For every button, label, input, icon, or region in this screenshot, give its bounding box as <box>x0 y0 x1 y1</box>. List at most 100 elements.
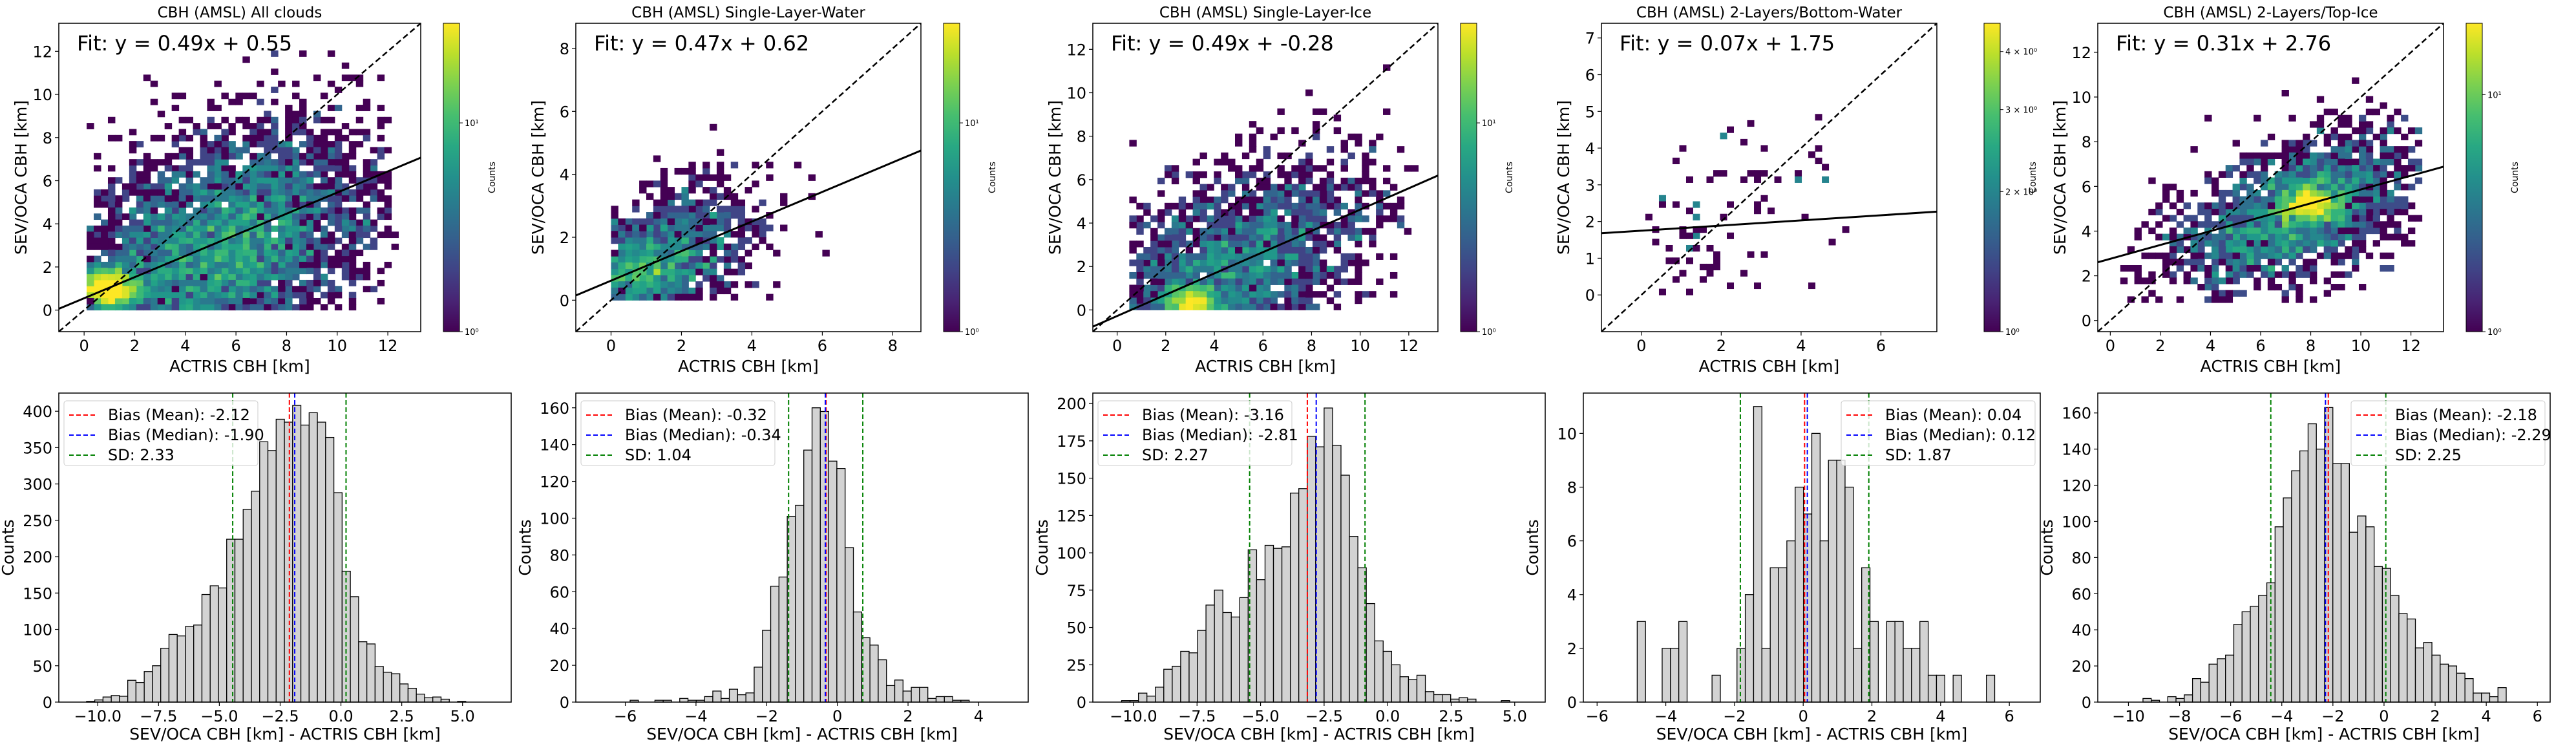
heatmap-cell <box>2176 246 2184 253</box>
heatmap-cell <box>2254 284 2261 291</box>
heatmap-cell <box>334 134 343 142</box>
histogram-bar <box>1778 567 1788 703</box>
heatmap-cell <box>129 165 137 172</box>
heatmap-cell <box>1679 232 1687 239</box>
heatmap-cell <box>313 165 321 172</box>
histogram-bar <box>1769 567 1779 703</box>
heatmap-cell <box>1150 240 1158 248</box>
histogram-bar <box>119 696 129 703</box>
heatmap-cell <box>2309 202 2317 209</box>
heatmap-cell <box>143 273 151 281</box>
heatmap-cell <box>101 250 109 257</box>
heatmap-cell <box>94 268 101 275</box>
heatmap-cell <box>242 207 250 214</box>
heatmap-cell <box>2330 246 2338 253</box>
heatmap-cell <box>2239 208 2247 216</box>
heatmap-cell <box>667 275 675 282</box>
heatmap-cell <box>221 153 229 160</box>
heatmap-cell <box>660 287 668 295</box>
heatmap-cell <box>1214 303 1221 310</box>
heatmap-cell <box>639 256 647 263</box>
heatmap-cell <box>221 261 229 268</box>
heatmap-cell <box>313 116 321 123</box>
heatmap-cell <box>1355 190 1362 197</box>
heatmap-cell <box>2176 189 2184 197</box>
heatmap-cell <box>653 212 661 219</box>
heatmap-cell <box>710 187 717 194</box>
y-tick-label: 0 <box>1077 694 1086 712</box>
heatmap-cell <box>101 201 109 208</box>
heatmap-cell <box>2365 96 2374 103</box>
heatmap-cell <box>285 273 293 281</box>
y-tick-label: 160 <box>540 400 569 418</box>
heatmap-cell <box>278 183 286 190</box>
heatmap-cell <box>278 243 286 250</box>
heatmap-cell <box>646 287 654 295</box>
heatmap-cell <box>87 297 94 305</box>
heatmap-cell <box>1164 303 1172 310</box>
heatmap-cell <box>625 256 633 263</box>
heatmap-cell <box>716 224 724 231</box>
heatmap-cell <box>1129 297 1137 305</box>
heatmap-cell <box>178 250 187 257</box>
heatmap-cell <box>695 180 703 187</box>
heatmap-cell <box>1207 284 1214 292</box>
heatmap-cell <box>1185 222 1194 229</box>
heatmap-cell <box>355 219 364 226</box>
heatmap-cell <box>94 165 101 172</box>
heatmap-cell <box>2288 252 2296 259</box>
heatmap-cell <box>348 171 357 178</box>
heatmap-cell <box>2239 177 2247 184</box>
histogram-bar <box>1936 674 1945 703</box>
heatmap-cell <box>2387 252 2394 259</box>
heatmap-cell <box>2323 208 2332 216</box>
heatmap-cell <box>1277 291 1285 298</box>
heatmap-cell <box>1679 145 1687 152</box>
heatmap-cell <box>625 262 633 270</box>
heatmap-cell <box>1362 259 1369 266</box>
legend-box <box>1097 400 1293 466</box>
heatmap-cell <box>1256 165 1264 172</box>
heatmap-cell <box>2212 259 2219 266</box>
heatmap-cell <box>292 286 300 293</box>
heatmap-cell <box>1207 184 1214 191</box>
x-tick-label: 0.0 <box>1375 707 1400 725</box>
heatmap-cell <box>618 287 626 295</box>
heatmap-cell <box>285 111 293 118</box>
heatmap-cell <box>1312 165 1320 172</box>
heatmap-cell <box>625 218 633 226</box>
heatmap-cell <box>221 225 229 232</box>
heatmap-cell <box>1214 228 1221 235</box>
histogram-bar <box>275 418 285 703</box>
heatmap-cell <box>1389 184 1398 191</box>
heatmap-cell <box>2190 277 2198 284</box>
heatmap-cell <box>348 250 357 257</box>
heatmap-cell <box>1164 297 1172 305</box>
heatmap-cell <box>171 279 180 286</box>
heatmap-cell <box>1355 234 1362 241</box>
heatmap-cell <box>1185 272 1194 279</box>
heatmap-cell <box>1178 272 1187 279</box>
heatmap-cell <box>1362 152 1369 160</box>
heatmap-cell <box>271 255 279 262</box>
heatmap-cell <box>2365 252 2374 259</box>
heatmap-cell <box>185 292 194 299</box>
heatmap-cell <box>242 255 250 262</box>
heatmap-cell <box>2197 284 2205 291</box>
heatmap-cell <box>618 275 626 282</box>
heatmap-cell <box>341 183 350 190</box>
heatmap-cell <box>625 275 633 282</box>
heatmap-cell <box>1270 291 1278 298</box>
heatmap-cell <box>639 262 647 270</box>
heatmap-cell <box>2288 246 2296 253</box>
heatmap-cell <box>1214 209 1221 216</box>
heatmap-cell <box>150 98 158 105</box>
heatmap-cell <box>200 147 207 154</box>
heatmap-cell <box>1305 89 1313 96</box>
heatmap-cell <box>2225 189 2233 197</box>
y-tick-label: 300 <box>23 476 52 494</box>
heatmap-cell <box>214 177 222 184</box>
heatmap-cell <box>2204 221 2212 228</box>
heatmap-cell <box>1740 176 1748 183</box>
